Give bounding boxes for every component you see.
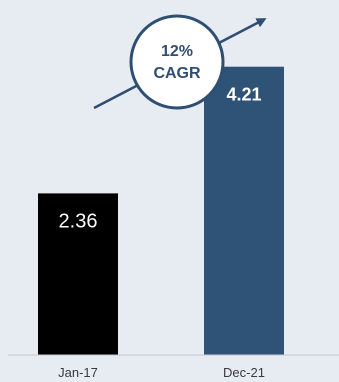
value-label-jan-17: 2.36 [59, 210, 98, 232]
x-tick-label-jan-17: Jan-17 [58, 365, 98, 380]
value-labels-group: 2.36 4.21 [59, 85, 262, 233]
cagr-annotation: 12% CAGR [93, 14, 267, 110]
bar-jan-17 [38, 193, 118, 355]
x-tick-label-dec-21: Dec-21 [223, 365, 265, 380]
value-label-dec-21: 4.21 [226, 85, 261, 105]
cagr-badge-label: CAGR [153, 65, 201, 82]
x-tick-labels-group: Jan-17 Dec-21 [58, 365, 265, 380]
cagr-badge-circle [129, 14, 225, 110]
bars-group [38, 66, 284, 356]
cagr-badge-percent: 12% [161, 43, 193, 60]
bar-dec-21 [204, 66, 284, 356]
